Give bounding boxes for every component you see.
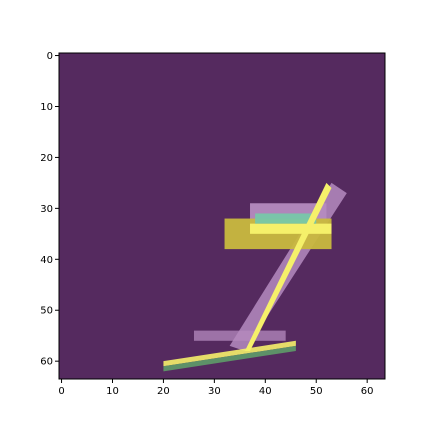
x-tick-label-50: 50: [310, 386, 323, 397]
ticks-layer: 0 10 20 30 40 50 60 0 10 20 30 40 50 60: [40, 51, 373, 397]
plot-border: [58, 52, 386, 380]
x-tick-label-60: 60: [361, 386, 374, 397]
y-tick-label-40: 40: [40, 255, 53, 266]
y-tick-label-50: 50: [40, 306, 53, 317]
x-tick-label-40: 40: [259, 386, 272, 397]
y-tick-label-30: 30: [40, 204, 53, 215]
x-tick-label-20: 20: [157, 386, 170, 397]
y-tick-label-60: 60: [40, 357, 53, 368]
x-tick-label-0: 0: [58, 386, 64, 397]
y-tick-label-20: 20: [40, 153, 53, 164]
heatmap-mark-bottom-stroke-core: [163, 340, 296, 367]
x-tick-label-10: 10: [106, 386, 119, 397]
heatmap-mark-teal-band: [255, 213, 317, 224]
plot-background: [59, 53, 385, 379]
heatmap-mark-lower-bar-glow: [193, 330, 286, 341]
x-tick-label-30: 30: [208, 386, 221, 397]
y-tick-label-0: 0: [47, 51, 53, 62]
heatmap-mark-bottom-stroke-green: [163, 345, 296, 372]
heatmap-mark-bright-band: [250, 223, 332, 234]
y-tick-label-10: 10: [40, 102, 53, 113]
plot-layer: [59, 53, 385, 379]
heatmap-mark-diagonal-core: [244, 182, 332, 351]
axes-layer: [58, 52, 386, 380]
